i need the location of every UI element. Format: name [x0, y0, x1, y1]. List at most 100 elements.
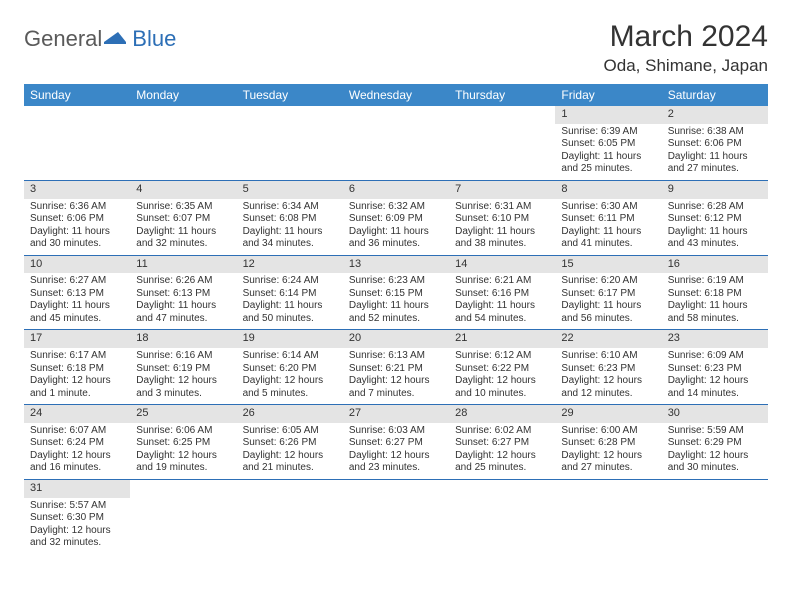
weekday-header: Sunday — [24, 84, 130, 106]
sunrise-text: Sunrise: 6:17 AM — [30, 350, 124, 363]
calendar-day-cell: 1Sunrise: 6:39 AMSunset: 6:05 PMDaylight… — [555, 106, 661, 180]
daylight-text: Daylight: 11 hours — [30, 226, 124, 239]
sunrise-text: Sunrise: 6:23 AM — [349, 275, 443, 288]
calendar-day-cell — [24, 106, 130, 180]
sunset-text: Sunset: 6:10 PM — [455, 213, 549, 226]
sunrise-text: Sunrise: 6:03 AM — [349, 425, 443, 438]
daylight-text: Daylight: 12 hours — [668, 375, 762, 388]
calendar-day-cell: 16Sunrise: 6:19 AMSunset: 6:18 PMDayligh… — [662, 255, 768, 330]
day-number: 27 — [343, 405, 449, 423]
day-number: 15 — [555, 256, 661, 274]
calendar-day-cell: 31Sunrise: 5:57 AMSunset: 6:30 PMDayligh… — [24, 479, 130, 553]
calendar-day-cell: 11Sunrise: 6:26 AMSunset: 6:13 PMDayligh… — [130, 255, 236, 330]
day-number: 25 — [130, 405, 236, 423]
calendar-day-cell — [555, 479, 661, 553]
daylight-text: Daylight: 12 hours — [349, 375, 443, 388]
daylight-text: and 3 minutes. — [136, 388, 230, 401]
calendar-day-cell: 26Sunrise: 6:05 AMSunset: 6:26 PMDayligh… — [237, 405, 343, 480]
daylight-text: and 25 minutes. — [561, 163, 655, 176]
day-number: 1 — [555, 106, 661, 124]
calendar-day-cell: 19Sunrise: 6:14 AMSunset: 6:20 PMDayligh… — [237, 330, 343, 405]
daylight-text: and 7 minutes. — [349, 388, 443, 401]
daylight-text: Daylight: 12 hours — [349, 450, 443, 463]
daylight-text: Daylight: 12 hours — [561, 450, 655, 463]
sunset-text: Sunset: 6:25 PM — [136, 437, 230, 450]
sunrise-text: Sunrise: 6:07 AM — [30, 425, 124, 438]
calendar-day-cell: 9Sunrise: 6:28 AMSunset: 6:12 PMDaylight… — [662, 180, 768, 255]
daylight-text: and 52 minutes. — [349, 313, 443, 326]
sunrise-text: Sunrise: 6:12 AM — [455, 350, 549, 363]
sunset-text: Sunset: 6:12 PM — [668, 213, 762, 226]
logo: General Blue — [24, 26, 176, 52]
daylight-text: Daylight: 11 hours — [349, 226, 443, 239]
day-number: 5 — [237, 181, 343, 199]
daylight-text: Daylight: 11 hours — [136, 300, 230, 313]
daylight-text: Daylight: 11 hours — [561, 151, 655, 164]
calendar-day-cell: 6Sunrise: 6:32 AMSunset: 6:09 PMDaylight… — [343, 180, 449, 255]
calendar-week-row: 1Sunrise: 6:39 AMSunset: 6:05 PMDaylight… — [24, 106, 768, 180]
calendar-table: Sunday Monday Tuesday Wednesday Thursday… — [24, 84, 768, 554]
daylight-text: Daylight: 12 hours — [136, 450, 230, 463]
calendar-day-cell: 18Sunrise: 6:16 AMSunset: 6:19 PMDayligh… — [130, 330, 236, 405]
sunset-text: Sunset: 6:11 PM — [561, 213, 655, 226]
daylight-text: and 19 minutes. — [136, 462, 230, 475]
header: General Blue March 2024 Oda, Shimane, Ja… — [24, 20, 768, 76]
day-number: 16 — [662, 256, 768, 274]
sunset-text: Sunset: 6:08 PM — [243, 213, 337, 226]
daylight-text: Daylight: 12 hours — [30, 450, 124, 463]
sunrise-text: Sunrise: 6:39 AM — [561, 126, 655, 139]
daylight-text: and 56 minutes. — [561, 313, 655, 326]
sunset-text: Sunset: 6:22 PM — [455, 363, 549, 376]
sunrise-text: Sunrise: 6:14 AM — [243, 350, 337, 363]
daylight-text: Daylight: 11 hours — [136, 226, 230, 239]
sunrise-text: Sunrise: 6:31 AM — [455, 201, 549, 214]
sunrise-text: Sunrise: 6:27 AM — [30, 275, 124, 288]
calendar-week-row: 17Sunrise: 6:17 AMSunset: 6:18 PMDayligh… — [24, 330, 768, 405]
calendar-day-cell — [449, 479, 555, 553]
day-number: 6 — [343, 181, 449, 199]
sunset-text: Sunset: 6:13 PM — [136, 288, 230, 301]
daylight-text: Daylight: 11 hours — [455, 300, 549, 313]
day-number: 4 — [130, 181, 236, 199]
daylight-text: Daylight: 12 hours — [668, 450, 762, 463]
daylight-text: Daylight: 12 hours — [243, 450, 337, 463]
day-number: 31 — [24, 480, 130, 498]
sunrise-text: Sunrise: 6:19 AM — [668, 275, 762, 288]
weekday-header-row: Sunday Monday Tuesday Wednesday Thursday… — [24, 84, 768, 106]
day-number: 8 — [555, 181, 661, 199]
sunset-text: Sunset: 6:27 PM — [455, 437, 549, 450]
sunrise-text: Sunrise: 6:09 AM — [668, 350, 762, 363]
calendar-day-cell: 15Sunrise: 6:20 AMSunset: 6:17 PMDayligh… — [555, 255, 661, 330]
daylight-text: Daylight: 11 hours — [30, 300, 124, 313]
calendar-day-cell: 5Sunrise: 6:34 AMSunset: 6:08 PMDaylight… — [237, 180, 343, 255]
calendar-day-cell — [449, 106, 555, 180]
daylight-text: Daylight: 12 hours — [136, 375, 230, 388]
day-number: 29 — [555, 405, 661, 423]
day-number: 20 — [343, 330, 449, 348]
sunset-text: Sunset: 6:20 PM — [243, 363, 337, 376]
title-block: March 2024 Oda, Shimane, Japan — [604, 20, 768, 76]
daylight-text: and 21 minutes. — [243, 462, 337, 475]
month-year: March 2024 — [604, 20, 768, 54]
sunset-text: Sunset: 6:17 PM — [561, 288, 655, 301]
calendar-day-cell: 8Sunrise: 6:30 AMSunset: 6:11 PMDaylight… — [555, 180, 661, 255]
sunset-text: Sunset: 6:26 PM — [243, 437, 337, 450]
daylight-text: Daylight: 12 hours — [561, 375, 655, 388]
sunset-text: Sunset: 6:09 PM — [349, 213, 443, 226]
calendar-day-cell: 23Sunrise: 6:09 AMSunset: 6:23 PMDayligh… — [662, 330, 768, 405]
sunset-text: Sunset: 6:14 PM — [243, 288, 337, 301]
calendar-day-cell: 4Sunrise: 6:35 AMSunset: 6:07 PMDaylight… — [130, 180, 236, 255]
day-number: 22 — [555, 330, 661, 348]
sunrise-text: Sunrise: 6:06 AM — [136, 425, 230, 438]
location: Oda, Shimane, Japan — [604, 56, 768, 76]
calendar-day-cell: 2Sunrise: 6:38 AMSunset: 6:06 PMDaylight… — [662, 106, 768, 180]
sunset-text: Sunset: 6:30 PM — [30, 512, 124, 525]
sunrise-text: Sunrise: 5:57 AM — [30, 500, 124, 513]
sunset-text: Sunset: 6:18 PM — [668, 288, 762, 301]
sunset-text: Sunset: 6:24 PM — [30, 437, 124, 450]
daylight-text: Daylight: 11 hours — [561, 226, 655, 239]
sunrise-text: Sunrise: 6:00 AM — [561, 425, 655, 438]
sunrise-text: Sunrise: 6:35 AM — [136, 201, 230, 214]
daylight-text: and 12 minutes. — [561, 388, 655, 401]
day-number: 30 — [662, 405, 768, 423]
